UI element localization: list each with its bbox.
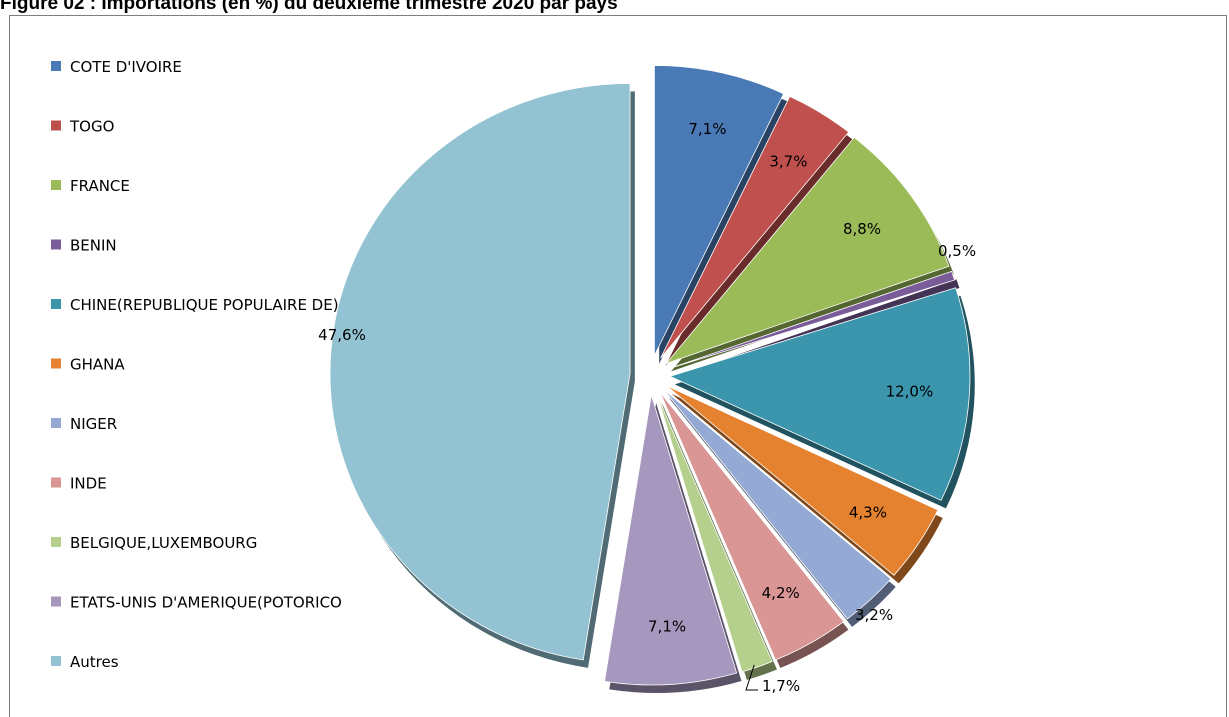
pie-slice-benin bbox=[668, 270, 956, 369]
legend-label-togo: TOGO bbox=[69, 118, 114, 136]
legend-swatch-cote-d-ivoire bbox=[51, 61, 61, 71]
chart-frame bbox=[9, 15, 1227, 717]
pie-slice-chine-republique-populaire-de bbox=[668, 287, 971, 501]
legend-label-niger: NIGER bbox=[70, 415, 117, 433]
data-label-autres: 47,6% bbox=[318, 326, 366, 344]
pie-slice-france bbox=[665, 136, 950, 365]
pie-slice-autres bbox=[329, 83, 631, 661]
legend-swatch-inde bbox=[51, 477, 61, 488]
data-label-togo: 3,7% bbox=[769, 153, 807, 171]
pie-slice-cote-d-ivoire bbox=[654, 65, 785, 356]
data-label-inde: 4,2% bbox=[762, 584, 800, 602]
legend-swatch-ghana bbox=[51, 358, 61, 369]
pie-slice-ghana bbox=[666, 385, 939, 576]
data-label-france: 8,8% bbox=[843, 220, 881, 238]
pie-slice-etats-unis-d-amerique-potorico bbox=[604, 394, 738, 686]
pie-slice-inde bbox=[659, 392, 845, 661]
leader-line bbox=[745, 664, 758, 691]
data-label-niger: 3,2% bbox=[855, 606, 893, 624]
legend-label-ghana: GHANA bbox=[70, 356, 125, 374]
legend-label-autres: Autres bbox=[70, 653, 119, 671]
legend-label-france: FRANCE bbox=[70, 177, 130, 195]
legend-swatch-chine-republique-populaire-de bbox=[51, 299, 61, 309]
legend-swatch-benin bbox=[51, 239, 61, 250]
legend-swatch-etats-unis-d-amerique-potorico bbox=[51, 596, 61, 607]
data-label-belgique-luxembourg: 1,7% bbox=[762, 677, 800, 695]
data-label-etats-unis-d-amerique-potorico: 7,1% bbox=[648, 618, 686, 636]
data-labels: 7,1% 3,7% 8,8% 0,5% 12,0% 4,3% 3,2% 4,2% 1,7% 7,1… bbox=[318, 120, 976, 695]
legend-swatch-niger bbox=[51, 418, 61, 428]
figure-title: Figure 02 : Importations (en %) du deuxi… bbox=[0, 0, 618, 14]
legend-label-inde: INDE bbox=[70, 475, 107, 493]
legend-swatch-france bbox=[51, 180, 61, 190]
legend-swatch-togo bbox=[51, 120, 61, 131]
legend-label-cote-d-ivoire: COTE D'IVOIRE bbox=[70, 58, 182, 76]
data-label-chine-republique-populaire-de: 12,0% bbox=[886, 383, 934, 401]
pie-slice-togo bbox=[660, 95, 850, 359]
pie-slice-niger bbox=[663, 389, 892, 620]
data-label-ghana: 4,3% bbox=[849, 503, 887, 521]
pie-slice-shadow-benin bbox=[673, 279, 960, 377]
legend: COTE D'IVOIRE TOGO FRANCE BENIN CHINE(REPUBL… bbox=[51, 58, 342, 671]
legend-swatch-belgique-luxembourg bbox=[51, 537, 61, 547]
pie-slices bbox=[329, 65, 975, 693]
legend-swatch-autres bbox=[51, 656, 61, 666]
legend-label-belgique-luxembourg: BELGIQUE,LUXEMBOURG bbox=[70, 534, 257, 552]
legend-label-benin: BENIN bbox=[70, 237, 117, 255]
data-label-benin: 0,5% bbox=[938, 242, 976, 260]
data-label-cote-d-ivoire: 7,1% bbox=[688, 120, 726, 138]
legend-label-chine-republique-populaire-de: CHINE(REPUBLIQUE POPULAIRE DE) bbox=[70, 296, 339, 314]
pie-slice-belgique-luxembourg bbox=[656, 393, 773, 673]
legend-label-etats-unis-d-amerique-potorico: ETATS-UNIS D'AMERIQUE(POTORICO bbox=[70, 594, 342, 612]
